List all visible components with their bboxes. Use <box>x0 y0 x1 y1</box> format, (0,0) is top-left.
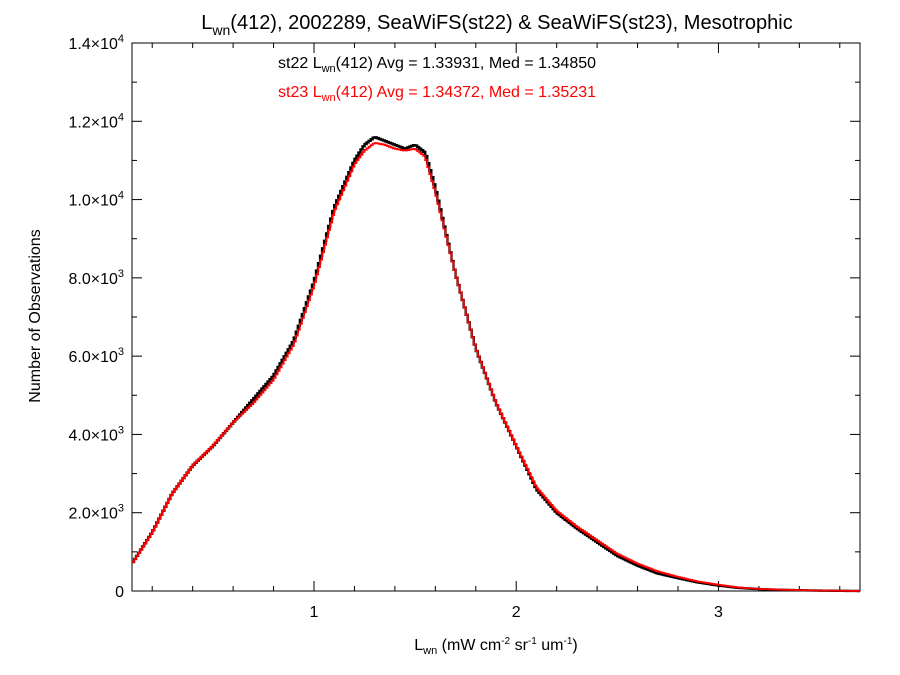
y-tick-label: 1.4×104 <box>68 33 124 53</box>
axis-ticks <box>132 42 860 592</box>
plot-frame <box>131 42 861 592</box>
y-axis-label: Number of Observations <box>27 229 44 402</box>
axis-labels: 1 2 3 0 2.0×103 4.0×103 6.0×103 8.0×103 1.0×104 1… <box>68 33 723 621</box>
y-tick-label: 8.0×103 <box>68 268 124 288</box>
y-tick-label: 6.0×103 <box>68 346 124 366</box>
y-tick-label: 0 <box>115 584 124 601</box>
x-tick-label: 3 <box>714 604 723 621</box>
plot-area <box>131 42 861 592</box>
series-st22-line <box>132 136 860 593</box>
x-tick-label: 1 <box>310 604 319 621</box>
series-st23-line <box>132 142 860 592</box>
x-axis-label: Lwn (mW cm-2 sr-1 um-1) <box>414 636 577 657</box>
series-group <box>132 136 860 593</box>
chart-title: Lwn(412), 2002289, SeaWiFS(st22) & SeaWi… <box>201 12 792 38</box>
y-tick-label: 1.0×104 <box>68 190 124 210</box>
y-tick-label: 2.0×103 <box>68 503 124 523</box>
y-tick-label: 4.0×103 <box>68 424 124 444</box>
y-tick-label: 1.2×104 <box>68 111 124 131</box>
x-tick-label: 2 <box>512 604 521 621</box>
annotation-st22-stats: st22 Lwn(412) Avg = 1.33931, Med = 1.348… <box>278 55 596 75</box>
annotation-st23-stats: st23 Lwn(412) Avg = 1.34372, Med = 1.352… <box>278 84 596 104</box>
